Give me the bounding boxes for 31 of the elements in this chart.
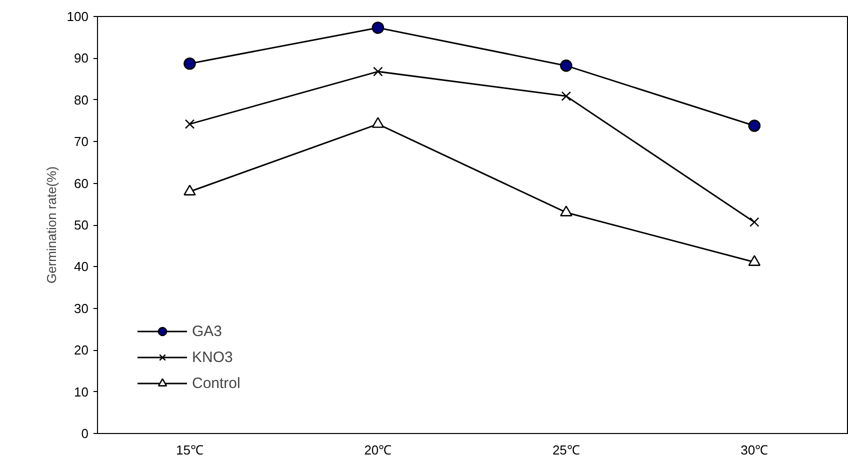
x-tick-label: 30℃	[740, 442, 768, 458]
x-tick-label: 25℃	[552, 442, 580, 458]
y-tick-label: 50	[74, 218, 89, 232]
point	[184, 119, 195, 129]
y-tick-label: 40	[74, 259, 89, 274]
y-tick-label: 0	[81, 426, 89, 441]
x-tick-label: 20℃	[364, 442, 392, 458]
y-tick-label: 70	[74, 134, 89, 150]
y-tick-label: 10	[74, 384, 89, 400]
point	[184, 184, 196, 196]
y-tick-label: 90	[74, 50, 89, 66]
y-axis-title: Germination rate(%)	[44, 166, 59, 284]
y-tick-label: 20	[74, 342, 89, 358]
point	[749, 217, 760, 227]
y-tick-label: 80	[74, 92, 89, 108]
legend-label: Control	[192, 374, 240, 392]
point	[748, 120, 761, 132]
point	[372, 117, 384, 128]
legend-label: KNO3	[192, 348, 233, 366]
y-tick-label: 30	[74, 300, 89, 316]
point	[560, 60, 572, 72]
point	[373, 66, 383, 76]
legend-label: GA3	[192, 322, 222, 340]
point	[372, 22, 384, 34]
y-tick-label: 100	[66, 9, 89, 24]
x-tick-label: 15℃	[176, 442, 204, 458]
point	[184, 57, 196, 70]
point	[748, 255, 761, 266]
y-tick-label: 60	[74, 176, 89, 191]
point	[561, 91, 572, 102]
point	[560, 205, 572, 216]
